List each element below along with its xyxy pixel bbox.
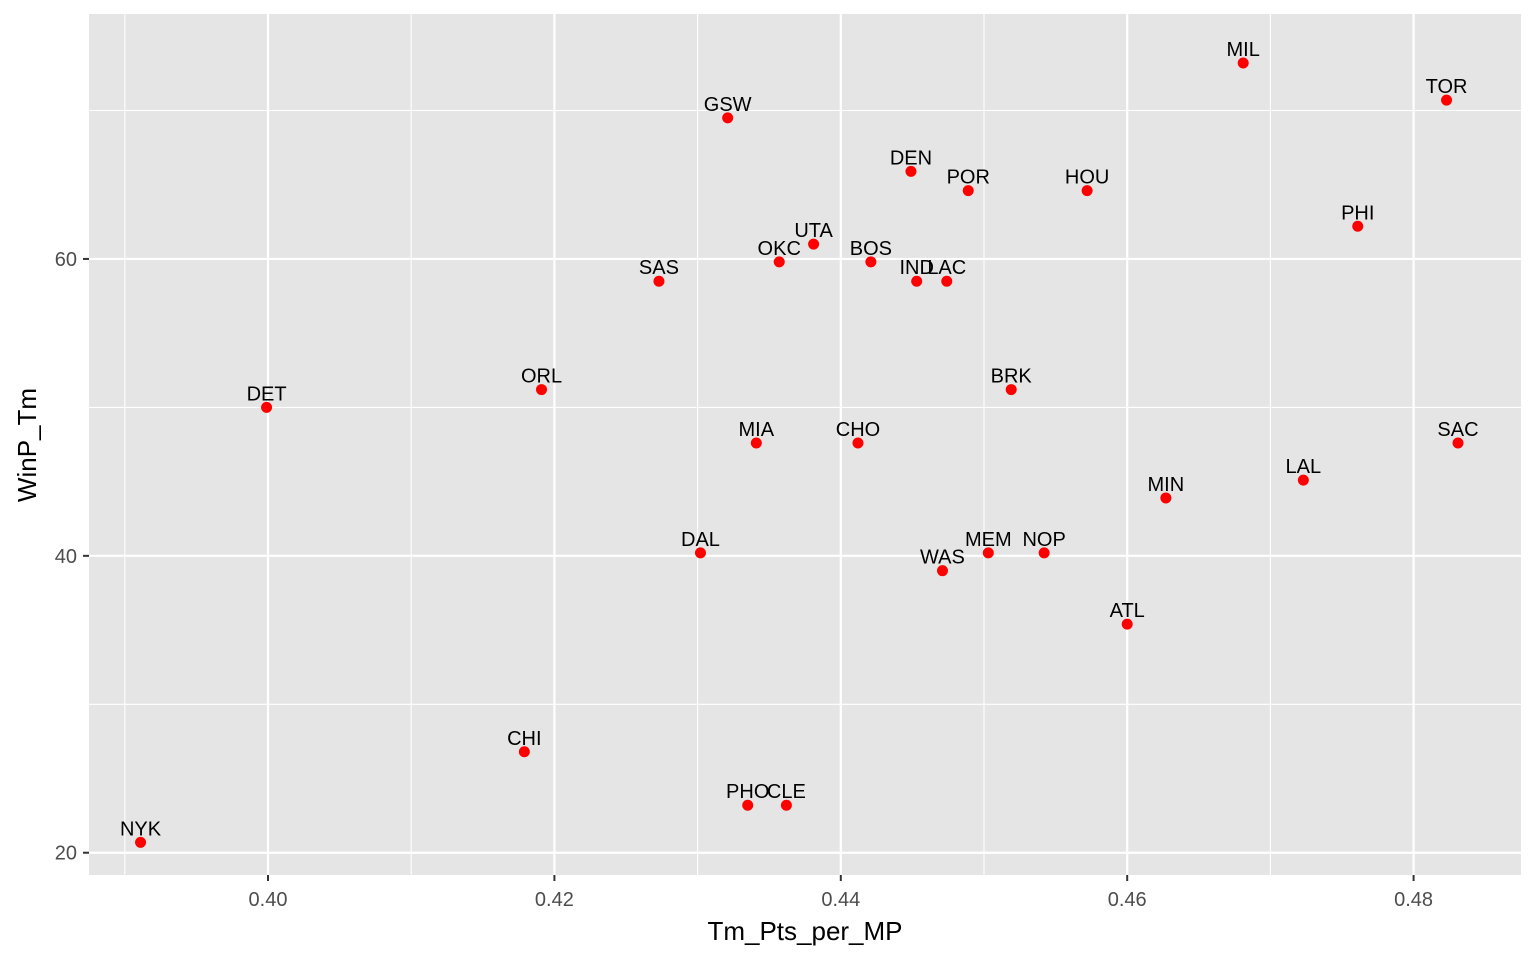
data-point bbox=[780, 799, 792, 811]
data-point bbox=[1452, 437, 1464, 449]
data-point bbox=[941, 275, 953, 287]
data-point bbox=[808, 238, 820, 250]
data-point-label: CHI bbox=[507, 728, 541, 750]
data-point-label: SAC bbox=[1437, 419, 1478, 441]
data-point-label: PHI bbox=[1341, 202, 1374, 224]
data-point bbox=[982, 547, 994, 559]
data-point-label: MIL bbox=[1227, 39, 1260, 61]
data-point-label: CLE bbox=[767, 781, 806, 803]
plot-panel bbox=[89, 14, 1521, 875]
data-point-label: MIA bbox=[739, 419, 775, 441]
data-point bbox=[1005, 384, 1017, 396]
data-point bbox=[852, 437, 864, 449]
y-tick-label: 60 bbox=[55, 249, 77, 271]
data-point-label: DEN bbox=[890, 147, 932, 169]
data-point-label: POR bbox=[947, 167, 990, 189]
x-tick-label: 0.48 bbox=[1394, 889, 1433, 911]
data-point bbox=[722, 112, 734, 124]
data-point-label: TOR bbox=[1426, 76, 1468, 98]
data-point-label: OKC bbox=[758, 238, 801, 260]
data-point-label: BRK bbox=[991, 366, 1033, 388]
data-point-label: CHO bbox=[836, 419, 880, 441]
data-point bbox=[1352, 220, 1364, 232]
data-point bbox=[905, 165, 917, 177]
y-tick-label: 20 bbox=[55, 843, 77, 865]
x-axis-title: Tm_Pts_per_MP bbox=[707, 916, 902, 946]
y-axis-title: WinP_Tm bbox=[12, 388, 42, 502]
data-point-label: ORL bbox=[521, 366, 562, 388]
data-point bbox=[1160, 492, 1172, 504]
data-point-label: MIN bbox=[1148, 474, 1185, 496]
data-point-label: NOP bbox=[1022, 529, 1065, 551]
x-tick-labels: 0.40 0.42 0.44 0.46 0.48 bbox=[249, 889, 1434, 911]
data-point-label: DAL bbox=[681, 529, 720, 551]
data-point bbox=[1038, 547, 1050, 559]
data-point-label: LAL bbox=[1286, 456, 1322, 478]
data-point-label: PHO bbox=[726, 781, 769, 803]
axis-ticks bbox=[83, 257, 1415, 881]
data-point-label: HOU bbox=[1065, 167, 1109, 189]
data-point bbox=[261, 401, 273, 413]
data-point-label: WAS bbox=[920, 547, 965, 569]
x-tick-label: 0.46 bbox=[1108, 889, 1147, 911]
data-point bbox=[773, 256, 785, 268]
y-tick-labels: 20 40 60 bbox=[55, 249, 77, 865]
data-point bbox=[750, 437, 762, 449]
data-point bbox=[936, 565, 948, 577]
data-point-label: UTA bbox=[794, 220, 833, 242]
data-point bbox=[1121, 618, 1133, 630]
data-point-label: BOS bbox=[850, 238, 892, 260]
data-point-label: ATL bbox=[1110, 600, 1145, 622]
data-point bbox=[135, 836, 147, 848]
data-point bbox=[962, 185, 974, 197]
x-tick-label: 0.40 bbox=[249, 889, 288, 911]
data-point bbox=[1441, 94, 1453, 106]
data-point-label: MEM bbox=[965, 529, 1012, 551]
x-tick-label: 0.44 bbox=[821, 889, 860, 911]
data-point-label: IND bbox=[899, 257, 933, 279]
data-point-label: DET bbox=[247, 383, 287, 405]
data-point bbox=[1237, 57, 1249, 69]
data-point bbox=[1081, 185, 1093, 197]
data-point-label: GSW bbox=[704, 94, 752, 116]
data-point bbox=[653, 275, 665, 287]
y-tick-label: 40 bbox=[55, 546, 77, 568]
data-points bbox=[135, 57, 1464, 848]
data-point bbox=[911, 275, 923, 287]
data-point bbox=[518, 746, 530, 758]
data-point-label: SAS bbox=[639, 257, 679, 279]
grid-lines bbox=[89, 14, 1521, 875]
data-point bbox=[742, 799, 754, 811]
data-point bbox=[1297, 474, 1309, 486]
x-tick-label: 0.42 bbox=[535, 889, 574, 911]
data-point bbox=[694, 547, 706, 559]
data-point-label: NYK bbox=[120, 818, 162, 840]
data-point bbox=[536, 384, 548, 396]
data-point bbox=[865, 256, 877, 268]
data-point-label: LAC bbox=[927, 257, 966, 279]
